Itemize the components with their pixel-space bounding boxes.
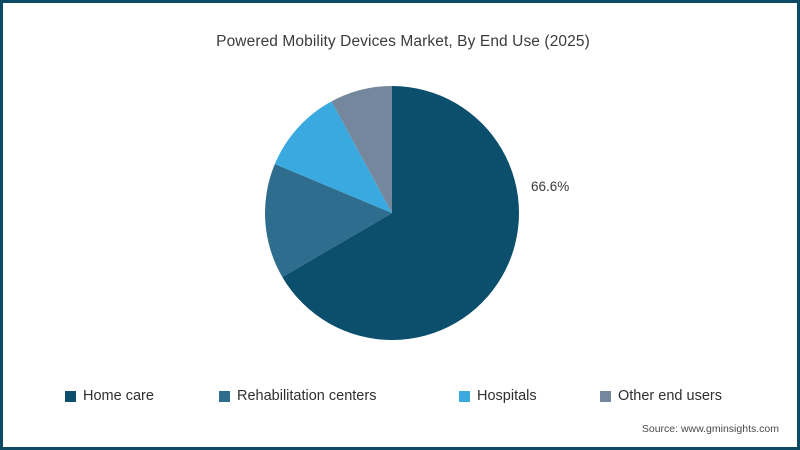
pie-slice-percent-label-home-care: 66.6% [531, 179, 570, 194]
legend-item-label: Hospitals [477, 387, 537, 404]
legend-item[interactable]: Other end users [600, 384, 722, 408]
legend-item-label: Rehabilitation centers [237, 387, 377, 404]
legend-swatch-icon [65, 390, 76, 402]
chart-title: Powered Mobility Devices Market, By End … [216, 33, 590, 50]
legend-item[interactable]: Home care [65, 384, 154, 408]
legend-item[interactable]: Hospitals [459, 384, 537, 408]
pie-chart-svg: Home care 66.6%Rehabilitation centers 14… [265, 86, 519, 340]
chart-legend: Home care Rehabilitation centers Hospitals… [3, 384, 797, 408]
legend-swatch-icon [219, 390, 230, 402]
pie-slice-group: Home care 66.6%Rehabilitation centers 14… [265, 86, 519, 340]
legend-swatch-icon [459, 390, 470, 402]
legend-item[interactable]: Rehabilitation centers [219, 384, 376, 408]
pie-slice[interactable]: Other end users 7.9% [331, 86, 392, 213]
pie-slice[interactable]: Rehabilitation centers 14.7% [265, 164, 392, 277]
source-attribution: Source: www.gminsights.com [641, 423, 779, 435]
legend-swatch-icon [600, 390, 611, 402]
legend-item-label: Home care [83, 387, 154, 404]
pie-slice[interactable]: Hospitals 10.8% [274, 101, 392, 213]
pie-chart: Home care 66.6%Rehabilitation centers 14… [264, 85, 520, 341]
legend-item-label: Other end users [618, 387, 722, 404]
pie-slice[interactable]: Home care 66.6% [282, 86, 519, 340]
